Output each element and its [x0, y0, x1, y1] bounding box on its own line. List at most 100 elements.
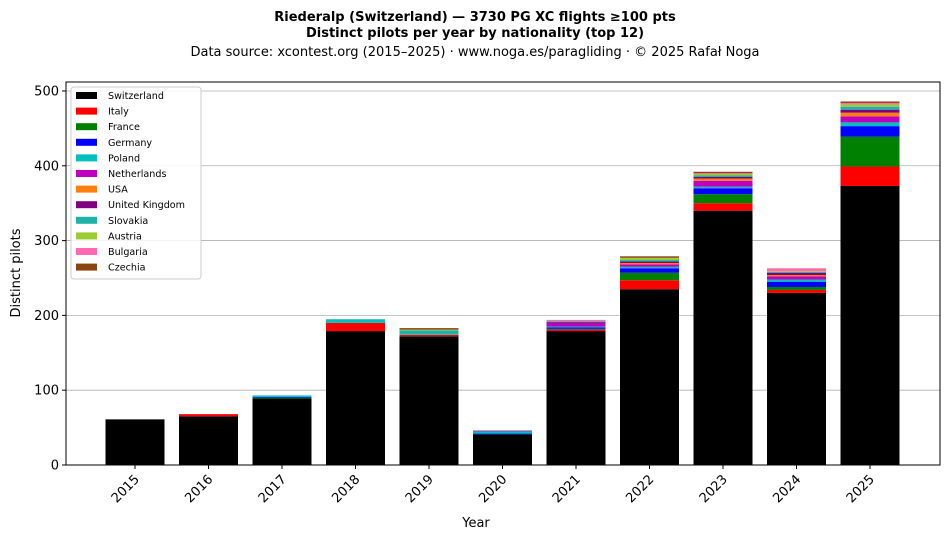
x-axis-label: Year [461, 516, 490, 531]
legend-swatch [76, 123, 97, 131]
legend-swatch [76, 154, 97, 162]
bar-segment-slovakia [326, 319, 385, 320]
legend-swatch [76, 138, 97, 146]
legend-swatch [76, 92, 97, 99]
bar-segment-czechia [399, 328, 459, 330]
bar-segment-switzerland [620, 289, 679, 465]
legend-label: Switzerland [108, 91, 164, 102]
bar-segment-bulgaria [693, 173, 753, 175]
bar-segment-switzerland [473, 434, 532, 465]
legend-label: Netherlands [108, 169, 166, 180]
bar-segment-italy [399, 334, 459, 337]
bar-segment-bulgaria [840, 102, 900, 105]
bar-segment-poland [840, 122, 900, 127]
x-tick-label: 2022 [623, 472, 657, 506]
x-tick-label: 2015 [109, 472, 143, 506]
legend-swatch [76, 216, 97, 224]
x-tick-label: 2017 [256, 472, 290, 506]
bar-segment-france [693, 194, 753, 204]
legend-label: United Kingdom [108, 200, 185, 211]
bar-segment-slovakia [693, 175, 753, 178]
y-tick-label: 300 [34, 234, 59, 249]
bar-segment-italy [620, 280, 679, 290]
y-axis-label: Distinct pilots [9, 228, 24, 317]
bar-segment-austria [840, 104, 900, 107]
bar-segment-netherlands [546, 323, 606, 327]
y-tick-label: 400 [34, 159, 59, 174]
chart-subtitle: Distinct pilots per year by nationality … [306, 26, 644, 41]
legend-swatch [76, 248, 97, 255]
x-tick-label: 2023 [697, 472, 731, 506]
bar-segment-france [767, 286, 826, 290]
y-tick-label: 500 [34, 84, 59, 99]
legend-swatch [76, 107, 97, 115]
legend-label: Italy [108, 107, 129, 118]
bar-segment-slovakia [620, 260, 679, 262]
bar-segment-united-kingdom [693, 177, 753, 179]
bar-segment-usa [620, 263, 679, 265]
x-tick-label: 2019 [403, 472, 437, 506]
bar-segment-italy [546, 329, 606, 332]
legend-label: France [108, 122, 140, 133]
x-tick-label: 2016 [182, 472, 216, 506]
x-tick-label: 2018 [329, 472, 363, 506]
bar-segment-france [840, 136, 900, 167]
x-tick-label: 2024 [770, 472, 804, 506]
bar-segment-slovakia [546, 321, 606, 323]
bar-segment-slovakia [840, 106, 900, 110]
legend-box [70, 86, 202, 280]
bar-segment-switzerland [399, 336, 459, 465]
bar-segment-czechia [840, 101, 900, 103]
bar-segment-usa [693, 178, 753, 181]
legend-swatch [76, 170, 97, 177]
bar-segment-germany [840, 126, 900, 137]
bar-segment-switzerland [105, 419, 165, 465]
bar-segment-united-kingdom [546, 322, 606, 324]
bar-segment-germany [620, 268, 679, 273]
bar-segment-austria [767, 271, 826, 273]
bar-segment-italy [767, 289, 826, 293]
bar-segment-switzerland [252, 398, 312, 465]
bar-segment-germany [693, 188, 753, 195]
bar-segment-usa [767, 274, 826, 277]
y-tick-label: 0 [51, 459, 59, 474]
bar-segment-netherlands [693, 180, 753, 187]
bar-segment-germany [473, 433, 532, 435]
bar-segment-switzerland [840, 185, 900, 465]
legend-swatch [76, 232, 97, 240]
legend-label: Poland [108, 153, 140, 164]
bar-segment-switzerland [179, 416, 238, 465]
legend-swatch [76, 185, 97, 193]
y-tick-label: 200 [34, 309, 59, 324]
bar-segment-italy [693, 203, 753, 211]
bar-segment-germany [546, 327, 606, 329]
bar-segment-switzerland [326, 331, 385, 465]
bar-segment-czechia [693, 171, 753, 174]
bar-segment-slovakia [399, 330, 459, 335]
legend-label: Czechia [108, 263, 146, 274]
chart-title: Riederalp (Switzerland) — 3730 PG XC fli… [274, 10, 676, 25]
bar-segment-united-kingdom [620, 261, 679, 264]
bar-segment-france [620, 272, 679, 281]
legend-label: Germany [108, 138, 152, 149]
bar-segment-switzerland [767, 292, 826, 465]
bar-segment-poland [693, 186, 753, 189]
bar-segment-switzerland [546, 331, 606, 465]
legend-label: USA [108, 185, 128, 196]
chart-source: Data source: xcontest.org (2015–2025) · … [190, 45, 759, 60]
bar-segment-poland [546, 326, 606, 328]
bar-segment-bulgaria [767, 268, 826, 272]
bar-segment-germany [252, 396, 312, 398]
legend-label: Bulgaria [108, 247, 148, 258]
bar-segment-italy [179, 414, 238, 417]
bar-segment-germany [767, 281, 826, 287]
bar-segment-netherlands [620, 264, 679, 267]
legend-swatch [76, 201, 97, 209]
y-tick-label: 100 [34, 384, 59, 399]
bar-segment-united-kingdom [767, 272, 826, 275]
bar-segment-poland [399, 334, 459, 335]
bar-segment-czechia [620, 256, 679, 258]
x-axis: 2015 2016 2017 2018 2019 2020 2021 2022 2023 2024… [109, 465, 878, 506]
x-tick-label: 2020 [476, 472, 510, 506]
